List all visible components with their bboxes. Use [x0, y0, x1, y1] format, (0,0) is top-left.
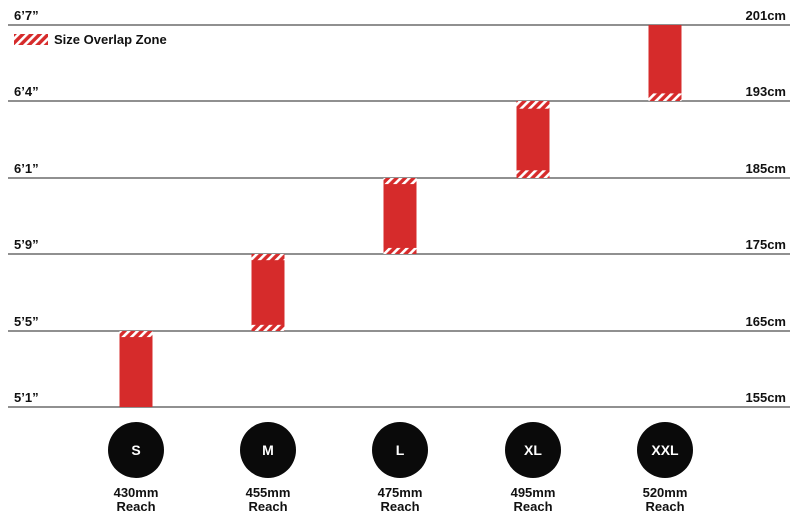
reach-value: 455mm: [246, 485, 291, 500]
size-label: XXL: [651, 442, 679, 458]
overlap-zone-l: [383, 247, 417, 254]
bar-range-s: [119, 331, 153, 407]
size-circle: [637, 422, 693, 478]
reach-value: 495mm: [511, 485, 556, 500]
y-tick-label-left: 6’1”: [14, 161, 39, 176]
overlap-zone-m: [251, 254, 285, 261]
y-tick-label-right: 155cm: [746, 390, 786, 405]
size-circle: [240, 422, 296, 478]
reach-unit: Reach: [248, 499, 287, 514]
overlap-zone-xxl: [648, 93, 682, 101]
overlap-zone-m: [251, 324, 285, 331]
bar-range-l: [383, 178, 417, 254]
size-circle: [505, 422, 561, 478]
reach-value: 475mm: [378, 485, 423, 500]
size-circle: [372, 422, 428, 478]
y-tick-label-right: 165cm: [746, 314, 786, 329]
overlap-zone-xl: [516, 170, 550, 178]
size-label: M: [262, 442, 274, 458]
legend-label: Size Overlap Zone: [54, 32, 167, 47]
legend-swatch-overlap: [14, 34, 48, 45]
y-tick-label-right: 201cm: [746, 8, 786, 23]
reach-unit: Reach: [116, 499, 155, 514]
bar-range-xxl: [648, 25, 682, 101]
size-label: L: [396, 442, 405, 458]
overlap-zone-s: [119, 331, 153, 338]
y-tick-label-left: 5’1”: [14, 390, 39, 405]
size-label: S: [131, 442, 140, 458]
size-label: XL: [524, 442, 542, 458]
bar-range-xl: [516, 101, 550, 178]
reach-unit: Reach: [645, 499, 684, 514]
bar-range-m: [251, 254, 285, 331]
y-tick-label-right: 193cm: [746, 84, 786, 99]
reach-value: 520mm: [643, 485, 688, 500]
reach-unit: Reach: [513, 499, 552, 514]
size-circle: [108, 422, 164, 478]
reach-value: 430mm: [114, 485, 159, 500]
y-tick-label-left: 6’7”: [14, 8, 39, 23]
overlap-zone-l: [383, 178, 417, 185]
y-tick-label-right: 175cm: [746, 237, 786, 252]
y-tick-label-left: 6’4”: [14, 84, 39, 99]
y-tick-label-right: 185cm: [746, 161, 786, 176]
overlap-zone-xl: [516, 101, 550, 109]
reach-unit: Reach: [380, 499, 419, 514]
y-tick-label-left: 5’9”: [14, 237, 39, 252]
legend: Size Overlap Zone: [14, 32, 167, 47]
y-tick-label-left: 5’5”: [14, 314, 39, 329]
